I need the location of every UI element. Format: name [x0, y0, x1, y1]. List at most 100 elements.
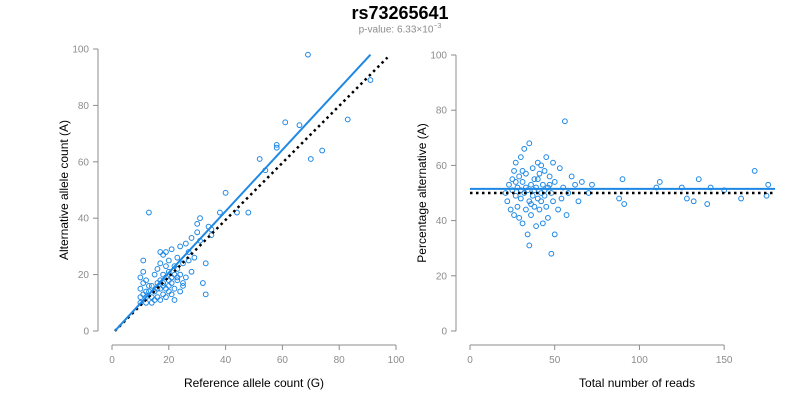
data-point [154, 266, 161, 272]
data-point [151, 297, 158, 303]
data-point [137, 285, 144, 292]
data-point [519, 168, 526, 174]
data-point [560, 184, 567, 191]
data-point [140, 257, 147, 264]
data-point [565, 190, 572, 196]
data-point [555, 206, 562, 213]
data-point [256, 156, 263, 162]
data-point [157, 260, 164, 267]
data-point [512, 179, 519, 185]
data-point [683, 195, 690, 202]
data-point [512, 159, 519, 166]
data-point [550, 159, 556, 166]
data-point [531, 203, 538, 210]
data-point [165, 268, 172, 275]
data-point [305, 51, 311, 58]
data-point [546, 173, 553, 180]
data-point [174, 254, 181, 261]
data-point [507, 206, 514, 213]
y-axis-label: Alternative allele count (A) [57, 120, 71, 260]
data-point [185, 249, 192, 255]
data-point [140, 268, 147, 275]
data-point [523, 184, 529, 191]
y-tick-label: 20 [436, 271, 448, 282]
data-point [137, 274, 144, 281]
data-point [551, 179, 558, 185]
data-point [619, 176, 626, 183]
data-point [163, 249, 169, 255]
y-tick-label: 60 [78, 157, 90, 168]
data-point [548, 250, 555, 257]
data-point [695, 176, 702, 183]
data-point [506, 181, 512, 188]
data-point [194, 220, 201, 227]
x-tick-label: 100 [388, 355, 405, 366]
data-point [148, 282, 155, 289]
data-point [157, 297, 164, 303]
y-tick-label: 40 [78, 214, 90, 225]
data-point [177, 243, 184, 250]
x-axis-label: Total number of reads [579, 376, 695, 390]
data-point [536, 206, 543, 213]
y-tick-label: 60 [436, 161, 448, 172]
data-point [168, 246, 175, 253]
x-tick-label: 0 [467, 355, 473, 366]
data-point [528, 212, 534, 218]
data-point [704, 201, 711, 207]
data-point [319, 147, 326, 154]
data-point [546, 181, 553, 188]
data-point [678, 184, 685, 191]
data-point [194, 229, 201, 236]
x-tick-label: 20 [163, 355, 175, 366]
data-point [514, 184, 521, 191]
data-point [551, 231, 558, 238]
data-point [344, 116, 351, 123]
data-point [171, 297, 178, 303]
y-tick-label: 0 [83, 327, 89, 338]
data-point [526, 242, 533, 249]
data-point [523, 206, 529, 213]
data-point [572, 181, 578, 188]
data-point [550, 198, 556, 205]
data-point [143, 277, 149, 284]
data-point [621, 201, 628, 207]
data-point [751, 168, 758, 174]
data-point [538, 162, 545, 169]
x-tick-label: 50 [549, 355, 561, 366]
data-point [539, 181, 546, 188]
data-point [512, 192, 519, 199]
data-point [653, 184, 660, 191]
data-point [543, 203, 550, 210]
data-point [202, 260, 209, 267]
data-point [589, 181, 595, 188]
y-tick-label: 100 [430, 51, 447, 62]
data-point [509, 176, 516, 183]
data-point [245, 209, 252, 216]
x-tick-label: 60 [277, 355, 289, 366]
data-point [307, 156, 314, 162]
data-point [568, 173, 575, 180]
data-point [168, 280, 175, 286]
pvalue-exponent: −3 [433, 23, 442, 30]
data-point [273, 141, 280, 148]
data-point [296, 122, 303, 129]
data-point [367, 77, 374, 83]
data-point [524, 231, 531, 238]
data-point [504, 198, 511, 205]
data-point [516, 214, 523, 221]
data-point [188, 268, 195, 275]
data-point [519, 220, 526, 227]
data-point [517, 195, 524, 202]
data-point [738, 195, 745, 202]
x-tick-label: 100 [631, 355, 648, 366]
data-point [541, 187, 548, 194]
x-tick-label: 0 [109, 355, 115, 366]
data-point [514, 203, 521, 210]
data-point [163, 294, 169, 301]
pvalue-text: p-value: 6.33×10 [358, 24, 434, 36]
chart-subtitle: p-value: 6.33×10−3 [0, 23, 800, 35]
x-tick-label: 80 [334, 355, 346, 366]
data-point [558, 195, 565, 202]
